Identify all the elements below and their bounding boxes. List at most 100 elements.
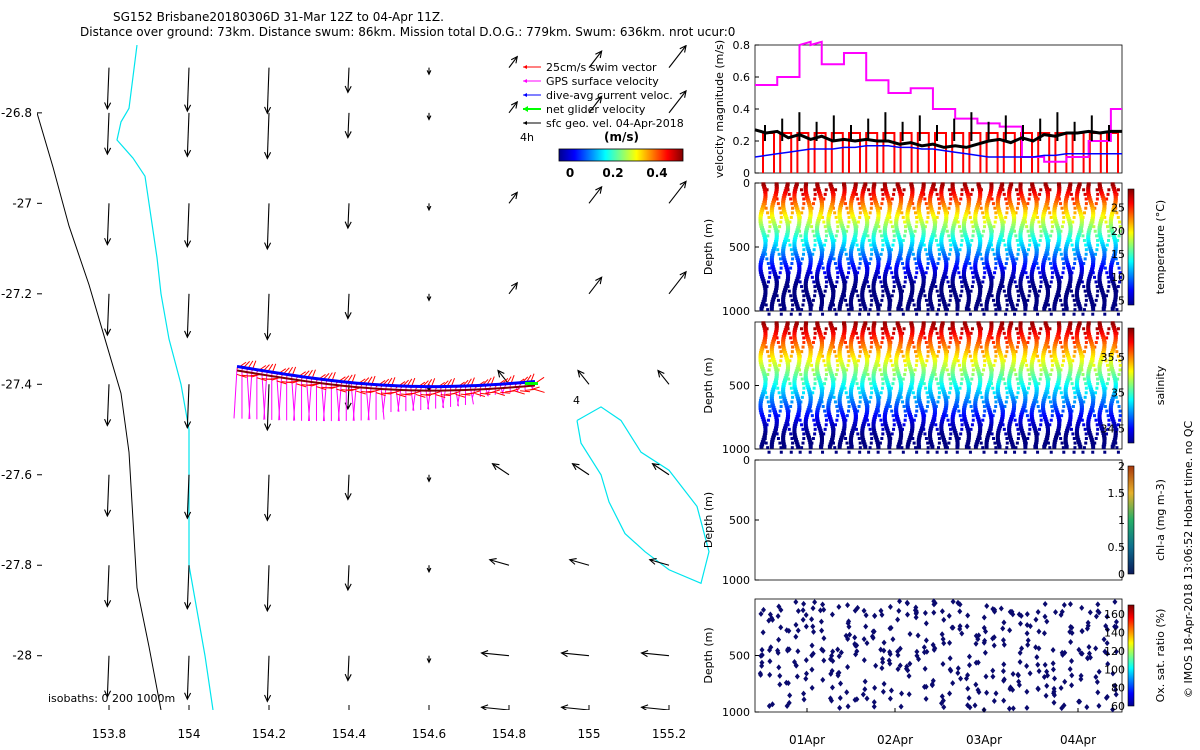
profile-sample — [762, 283, 767, 288]
profile-sample — [771, 387, 776, 392]
profile-sample — [861, 373, 866, 378]
profile-sample — [1049, 312, 1053, 316]
profile-sample — [1018, 237, 1023, 242]
profile-sample — [937, 298, 941, 302]
profile-sample — [827, 412, 832, 417]
profile-sample — [1057, 285, 1062, 290]
profile-sample — [1041, 265, 1046, 270]
profile-sample — [774, 230, 779, 235]
profile-sample — [1000, 279, 1005, 284]
profile-sample — [779, 400, 783, 404]
profile-sample — [781, 249, 786, 254]
profile-sample — [1088, 272, 1093, 277]
profile-sample — [940, 419, 945, 424]
profile-sample — [803, 186, 808, 191]
profile-sample — [892, 238, 896, 242]
gps-velocity-vector — [248, 370, 253, 420]
profile-sample — [1082, 238, 1086, 242]
profile-sample — [873, 385, 878, 390]
map-xtick-label: 153.8 — [92, 727, 126, 741]
profile-sample — [762, 184, 767, 189]
profile-sample — [811, 298, 815, 302]
geo-arrow-head — [105, 745, 111, 750]
profile-sample — [816, 267, 821, 272]
profile-sample — [778, 363, 782, 367]
profile-sample — [1050, 275, 1054, 279]
profile-sample — [984, 444, 989, 449]
profile-sample — [1003, 243, 1007, 247]
profile-sample — [762, 297, 767, 302]
profile-sample — [882, 228, 887, 233]
profile-sample — [804, 228, 809, 233]
profile-sample — [1110, 306, 1115, 311]
profile-sample — [860, 332, 865, 337]
profile-sample — [812, 372, 816, 376]
profile-sample — [1057, 184, 1062, 189]
profile-sample — [1032, 239, 1037, 244]
profile-sample — [987, 269, 992, 274]
profile-sample — [884, 376, 889, 381]
profile-sample — [917, 260, 922, 265]
profile-sample — [978, 328, 983, 333]
profile-sample — [1041, 269, 1046, 274]
profile-sample — [1015, 377, 1019, 381]
profile-sample — [1044, 184, 1049, 189]
geo-arrow-head — [184, 602, 192, 610]
profile-sample — [849, 304, 854, 309]
colorbar-tick-label: 5 — [1118, 294, 1125, 307]
profile-sample — [1008, 203, 1013, 208]
profile-sample — [830, 285, 835, 290]
profile-sample — [907, 274, 912, 279]
profile-sample — [988, 237, 993, 242]
profile-sample — [792, 328, 797, 333]
profile-sample — [940, 295, 945, 300]
profile-sample — [1052, 205, 1057, 210]
profile-sample — [1045, 198, 1050, 203]
profile-sample — [900, 446, 904, 450]
profile-sample — [860, 339, 865, 344]
profile-sample — [1053, 297, 1058, 302]
profile-sample — [846, 350, 850, 354]
profile-sample — [903, 229, 907, 233]
profile-sample — [928, 242, 933, 247]
profile-sample — [922, 243, 926, 247]
profile-sample — [985, 265, 990, 270]
geo-arrow-head — [184, 421, 192, 429]
profile-sample — [891, 243, 895, 247]
profile-sample — [839, 269, 844, 274]
profile-sample — [1072, 298, 1076, 302]
profile-sample — [960, 192, 964, 196]
profile-sample — [992, 298, 996, 302]
profile-sample — [1004, 336, 1008, 340]
profile-sample — [940, 323, 945, 328]
profile-sample — [966, 389, 971, 394]
profile-sample — [873, 295, 878, 300]
profile-sample — [890, 336, 894, 340]
profile-sample — [978, 424, 983, 429]
profile-sample — [759, 444, 764, 449]
profile-sample — [937, 395, 941, 399]
profile-sample — [766, 418, 770, 422]
profile-sample — [948, 331, 952, 335]
profile-sample — [858, 345, 862, 349]
profile-sample — [758, 262, 763, 267]
geo-arrow-head — [104, 509, 112, 518]
profile-sample — [871, 373, 876, 378]
profile-sample — [944, 450, 948, 454]
profile-sample — [955, 350, 960, 355]
profile-sample — [831, 426, 836, 431]
profile-sample — [1012, 357, 1017, 362]
profile-sample — [924, 271, 928, 275]
profile-sample — [789, 215, 793, 219]
profile-sample — [826, 353, 831, 358]
profile-sample — [774, 330, 779, 335]
profile-sample — [868, 427, 872, 431]
profile-sample — [955, 207, 960, 212]
profile-sample — [1068, 182, 1073, 187]
profile-sample — [894, 216, 899, 221]
profile-sample — [1048, 285, 1052, 289]
profile-sample — [884, 288, 889, 293]
profile-sample — [897, 189, 902, 194]
profile-sample — [786, 274, 791, 279]
profile-sample — [901, 215, 905, 219]
